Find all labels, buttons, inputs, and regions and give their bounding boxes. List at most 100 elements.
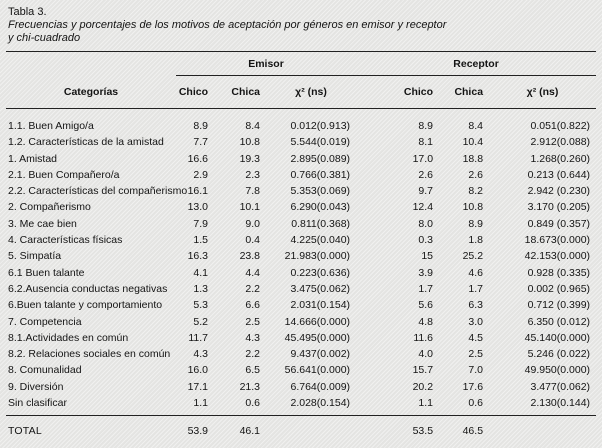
group-header-receptor: Receptor — [356, 51, 597, 76]
frequencies-table: Emisor Receptor Categorías Chico Chica χ… — [6, 51, 597, 447]
value-cell: 0.223(0.636) — [290, 266, 351, 279]
value-cell: 4.3 — [245, 331, 260, 344]
value-cell: 5.2 — [193, 315, 208, 328]
value-cell: 5.544(0.019) — [290, 136, 351, 149]
table-row: Sin clasificar 1.1 0.6 2.028(0.154) 1.1 0.6 2.… — [6, 395, 596, 416]
value-cell: 2.6 — [468, 168, 484, 181]
value-cell: 3.9 — [418, 266, 434, 279]
category-cell: 6.2.Ausencia conductas negativas — [8, 282, 168, 295]
value-cell: 1.7 — [468, 282, 484, 295]
table-footer: TOTAL 53.9 46.1 53.5 46.5 — [6, 415, 597, 447]
value-cell: 1.3 — [193, 282, 208, 295]
value-cell: 1.7 — [418, 282, 434, 295]
table-row: 1.2. Características de la amistad 7.7 10.… — [6, 134, 596, 150]
value-cell: 18.673(0.000) — [524, 234, 591, 247]
value-cell: 8.1 — [418, 136, 434, 149]
value-cell: 7.9 — [193, 217, 208, 230]
table-row: 6.2.Ausencia conductas negativas 1.3 2.2 3.… — [6, 281, 596, 297]
value-cell: 10.8 — [462, 201, 484, 214]
group-header-spacer — [6, 52, 176, 76]
value-cell: 10.1 — [239, 201, 260, 214]
value-cell: 3.477(0.062) — [530, 380, 591, 393]
value-cell: 45.495(0.000) — [284, 331, 351, 344]
value-cell: 0.4 — [245, 234, 260, 247]
value-cell: 4.3 — [193, 348, 208, 361]
value-cell: 4.225(0.040) — [290, 234, 351, 247]
value-cell: 7.0 — [468, 364, 484, 377]
value-cell: 2.942 (0.230) — [527, 185, 591, 198]
value-cell: 19.3 — [239, 152, 260, 165]
value-cell: 20.2 — [412, 380, 434, 393]
value-cell: 8.2 — [468, 185, 484, 198]
table-row: 6.1 Buen talante 4.1 4.4 0.223(0.636) 3.9 4.6… — [6, 265, 596, 281]
value-cell: 8.4 — [468, 120, 484, 132]
value-cell: 0.766(0.381) — [290, 168, 351, 181]
value-cell: 10.8 — [239, 136, 260, 149]
value-cell: 4.8 — [418, 315, 434, 328]
value-cell: 2.5 — [468, 348, 484, 361]
value-cell: 3.0 — [468, 315, 484, 328]
value-cell: 0.6 — [245, 397, 260, 410]
value-cell: 0.849 (0.357) — [527, 217, 591, 230]
value-cell: 4.1 — [193, 266, 208, 279]
value-cell: 0.928 (0.335) — [527, 266, 591, 279]
value-cell: 2.895(0.089) — [290, 152, 351, 165]
value-cell: 5.246 (0.022) — [527, 348, 591, 361]
value-cell: 2.130(0.144) — [530, 397, 591, 410]
value-cell: 21.983(0.000) — [284, 250, 351, 263]
category-cell: 2. Compañerismo — [8, 201, 91, 214]
value-cell: 45.140(0.000) — [524, 331, 591, 344]
value-cell: 17.0 — [412, 152, 434, 165]
column-header-receptor-chica: Chica — [439, 75, 490, 109]
value-cell: 2.6 — [418, 168, 434, 181]
total-emisor-chi2 — [266, 415, 357, 447]
value-cell: 6.5 — [245, 364, 260, 377]
value-cell: 3.170 (0.205) — [527, 201, 591, 214]
category-cell: 2.2. Características del compañerismo — [8, 185, 188, 198]
value-cell: 2.5 — [245, 315, 260, 328]
value-cell: 11.7 — [188, 331, 208, 344]
value-cell: 10.4 — [462, 136, 484, 149]
total-receptor-chico: 53.5 — [356, 415, 440, 447]
value-cell: 1.1 — [418, 397, 434, 410]
value-cell: 2.2 — [245, 348, 260, 361]
table-row: 2.1. Buen Compañero/a 2.9 2.3 0.766(0.381) 2… — [6, 167, 596, 183]
value-cell: 1.8 — [468, 234, 484, 247]
table-subtitle-line-1: Frecuencias y porcentajes de los motivos… — [8, 19, 447, 31]
value-cell: 6.350 (0.012) — [527, 315, 591, 328]
column-header-categorias: Categorías — [6, 75, 176, 109]
category-cell: 6.Buen talante y comportamiento — [8, 299, 163, 312]
value-cell: 0.012(0.913) — [290, 120, 351, 132]
category-cell: 5. Simpatía — [8, 250, 62, 263]
value-cell: 1.5 — [193, 234, 208, 247]
table-row: 3. Me cae bien 7.9 9.0 0.811(0.368) 8.0 8.9 0.… — [6, 216, 596, 232]
value-cell: 4.6 — [468, 266, 484, 279]
category-cell: 4. Características físicas — [8, 234, 123, 247]
value-cell: 6.764(0.009) — [290, 380, 351, 393]
table-row: 7. Competencia 5.2 2.5 14.666(0.000) 4.8 3.0 6… — [6, 314, 596, 330]
value-cell: 0.811(0.368) — [291, 217, 351, 230]
value-cell: 42.153(0.000) — [524, 250, 591, 263]
value-cell: 9.0 — [245, 217, 260, 230]
value-cell: 6.6 — [245, 299, 260, 312]
column-header-row: Categorías Chico Chica χ² (ns) Chico Chi… — [6, 75, 597, 109]
value-cell: 13.0 — [187, 201, 208, 214]
total-row: TOTAL 53.9 46.1 53.5 46.5 — [6, 415, 597, 447]
value-cell: 2.031(0.154) — [290, 299, 351, 312]
category-cell: 9. Diversión — [8, 380, 64, 393]
value-cell: 16.3 — [187, 250, 208, 263]
value-cell: 6.3 — [468, 299, 484, 312]
group-header-row: Emisor Receptor — [6, 51, 597, 76]
value-cell: 9.437(0.002) — [290, 348, 351, 361]
category-cell: 8.1.Actividades en común — [8, 331, 129, 344]
group-header-emisor: Emisor — [176, 51, 357, 76]
value-cell: 23.8 — [239, 250, 260, 263]
category-cell: 8. Comunalidad — [8, 364, 82, 377]
table-header: Emisor Receptor Categorías Chico Chica χ… — [6, 51, 597, 109]
value-cell: 8.9 — [193, 120, 208, 132]
value-cell: 8.0 — [418, 217, 434, 230]
value-cell: 0.6 — [468, 397, 484, 410]
value-cell: 0.002 (0.965) — [527, 282, 591, 295]
category-cell: 3. Me cae bien — [8, 217, 77, 230]
value-cell: 9.7 — [418, 185, 434, 198]
